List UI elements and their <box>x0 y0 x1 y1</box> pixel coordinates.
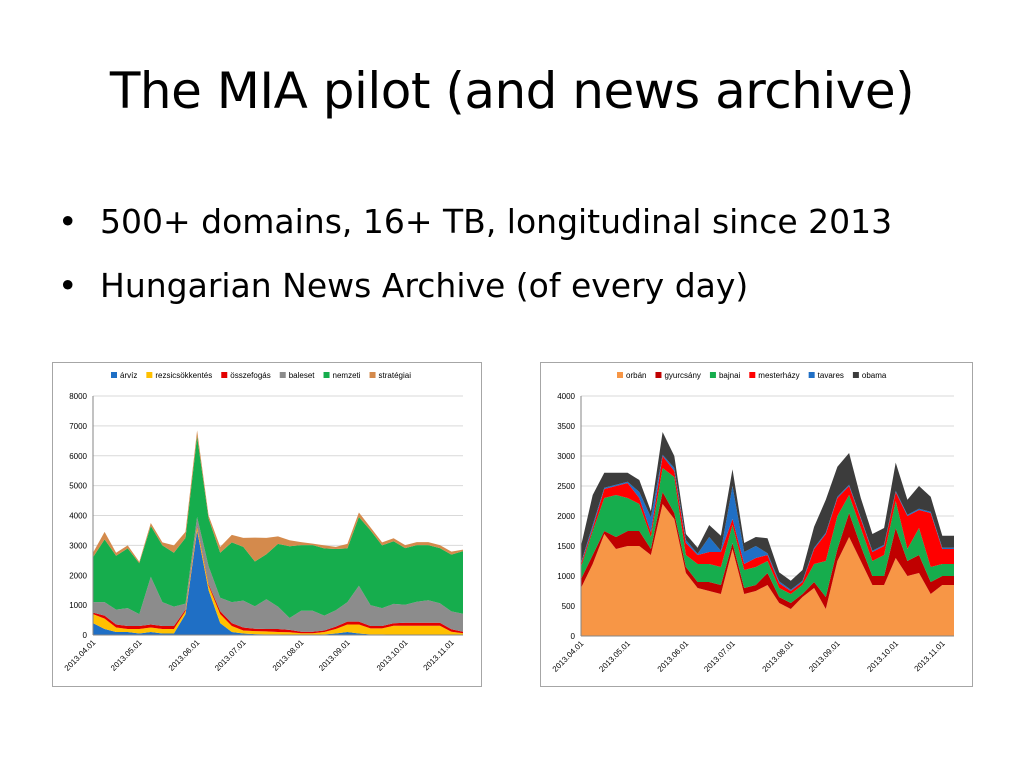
x-tick-label: 2013.09.01 <box>317 638 352 673</box>
y-tick-label: 0 <box>83 631 88 640</box>
legend-swatch <box>655 372 662 378</box>
legend-item: baleset <box>279 371 316 380</box>
legend-item: árvíz <box>111 371 137 380</box>
y-tick-label: 0 <box>571 632 576 641</box>
legend-label: nemzeti <box>333 371 361 380</box>
legend-item: bajnai <box>709 371 741 380</box>
legend-item: orbán <box>617 371 646 380</box>
topic-trend-chart: árvíz rezsicsökkentés összefogás baleset nem… <box>52 362 482 687</box>
y-tick-label: 1000 <box>69 601 87 610</box>
legend-item: rezsicsökkentés <box>146 371 212 380</box>
x-tick-label: 2013.08.01 <box>271 638 306 673</box>
y-tick-label: 1500 <box>557 542 575 551</box>
y-tick-label: 7000 <box>69 422 87 431</box>
x-tick-label: 2013.06.01 <box>656 639 691 674</box>
area-series <box>93 517 463 632</box>
y-tick-label: 2000 <box>557 512 575 521</box>
legend-item: összefogás <box>221 371 271 380</box>
x-tick-label: 2013.04.01 <box>63 638 98 673</box>
legend-swatch <box>146 372 153 378</box>
slide-title: The MIA pilot (and news archive) <box>109 62 915 120</box>
x-tick-label: 2013.08.01 <box>761 639 796 674</box>
legend-label: stratégiai <box>379 371 412 380</box>
legend-swatch <box>808 372 815 378</box>
x-tick-label: 2013.04.01 <box>551 639 586 674</box>
x-tick-label: 2013.07.01 <box>702 639 737 674</box>
x-tick-label: 2013.06.01 <box>167 638 202 673</box>
legend-item: stratégiai <box>369 371 412 380</box>
y-tick-label: 4000 <box>557 392 575 401</box>
x-tick-label: 2013.11.01 <box>912 639 947 674</box>
area-series <box>581 468 954 603</box>
legend-swatch <box>749 372 756 378</box>
area-series <box>581 504 954 636</box>
x-tick-label: 2013.09.01 <box>807 639 842 674</box>
y-tick-label: 6000 <box>69 452 87 461</box>
bullet-item: • Hungarian News Archive (of every day) <box>58 254 892 318</box>
legend-label: baleset <box>289 371 316 380</box>
legend-swatch <box>323 372 330 378</box>
chart-legend: árvíz rezsicsökkentés összefogás baleset nem… <box>111 371 411 380</box>
politician-trend-chart: orbán gyurcsány bajnai mesterházy tavares oba… <box>540 362 973 687</box>
x-tick-label: 2013.05.01 <box>597 639 632 674</box>
x-tick-label: 2013.10.01 <box>865 639 900 674</box>
bullet-item: • 500+ domains, 16+ TB, longitudinal sinc… <box>58 190 892 254</box>
legend-item: nemzeti <box>323 371 361 380</box>
bullet-dot-icon: • <box>58 266 78 305</box>
legend-label: obama <box>862 371 887 380</box>
y-tick-label: 3500 <box>557 422 575 431</box>
area-series <box>93 436 463 618</box>
legend-label: tavares <box>818 371 844 380</box>
y-tick-label: 1000 <box>557 572 575 581</box>
legend-swatch <box>279 372 286 378</box>
x-tick-label: 2013.05.01 <box>109 638 144 673</box>
legend-label: összefogás <box>230 371 270 380</box>
y-tick-label: 8000 <box>69 392 87 401</box>
y-tick-label: 2000 <box>69 571 87 580</box>
legend-label: árvíz <box>120 371 137 380</box>
y-tick-label: 3000 <box>557 452 575 461</box>
legend-swatch <box>221 372 228 378</box>
y-tick-label: 4000 <box>69 512 87 521</box>
bullet-text: Hungarian News Archive (of every day) <box>100 266 749 305</box>
topic-trend-chart-svg: árvíz rezsicsökkentés összefogás baleset nem… <box>63 371 463 673</box>
legend-swatch <box>709 372 716 378</box>
legend-label: bajnai <box>719 371 741 380</box>
y-tick-label: 3000 <box>69 541 87 550</box>
y-tick-label: 5000 <box>69 482 87 491</box>
y-tick-label: 500 <box>562 602 576 611</box>
x-tick-label: 2013.11.01 <box>422 638 457 673</box>
legend-label: mesterházy <box>758 371 799 380</box>
x-tick-label: 2013.07.01 <box>213 638 248 673</box>
bullet-list: • 500+ domains, 16+ TB, longitudinal sinc… <box>58 190 892 318</box>
legend-swatch <box>617 372 623 378</box>
legend-label: orbán <box>626 371 646 380</box>
legend-label: gyurcsány <box>664 371 700 380</box>
legend-item: tavares <box>808 371 844 380</box>
legend-swatch <box>852 372 859 378</box>
chart-legend: orbán gyurcsány bajnai mesterházy tavares oba… <box>617 371 887 380</box>
bullet-dot-icon: • <box>58 202 78 241</box>
legend-item: obama <box>852 371 887 380</box>
legend-swatch <box>111 372 117 378</box>
politician-trend-chart-svg: orbán gyurcsány bajnai mesterházy tavares oba… <box>551 371 954 674</box>
legend-swatch <box>369 372 376 378</box>
bullet-text: 500+ domains, 16+ TB, longitudinal since… <box>100 202 893 241</box>
legend-item: gyurcsány <box>655 371 701 380</box>
legend-item: mesterházy <box>749 371 800 380</box>
legend-label: rezsicsökkentés <box>155 371 212 380</box>
x-tick-label: 2013.10.01 <box>375 638 410 673</box>
y-tick-label: 2500 <box>557 482 575 491</box>
area-series <box>93 430 463 564</box>
